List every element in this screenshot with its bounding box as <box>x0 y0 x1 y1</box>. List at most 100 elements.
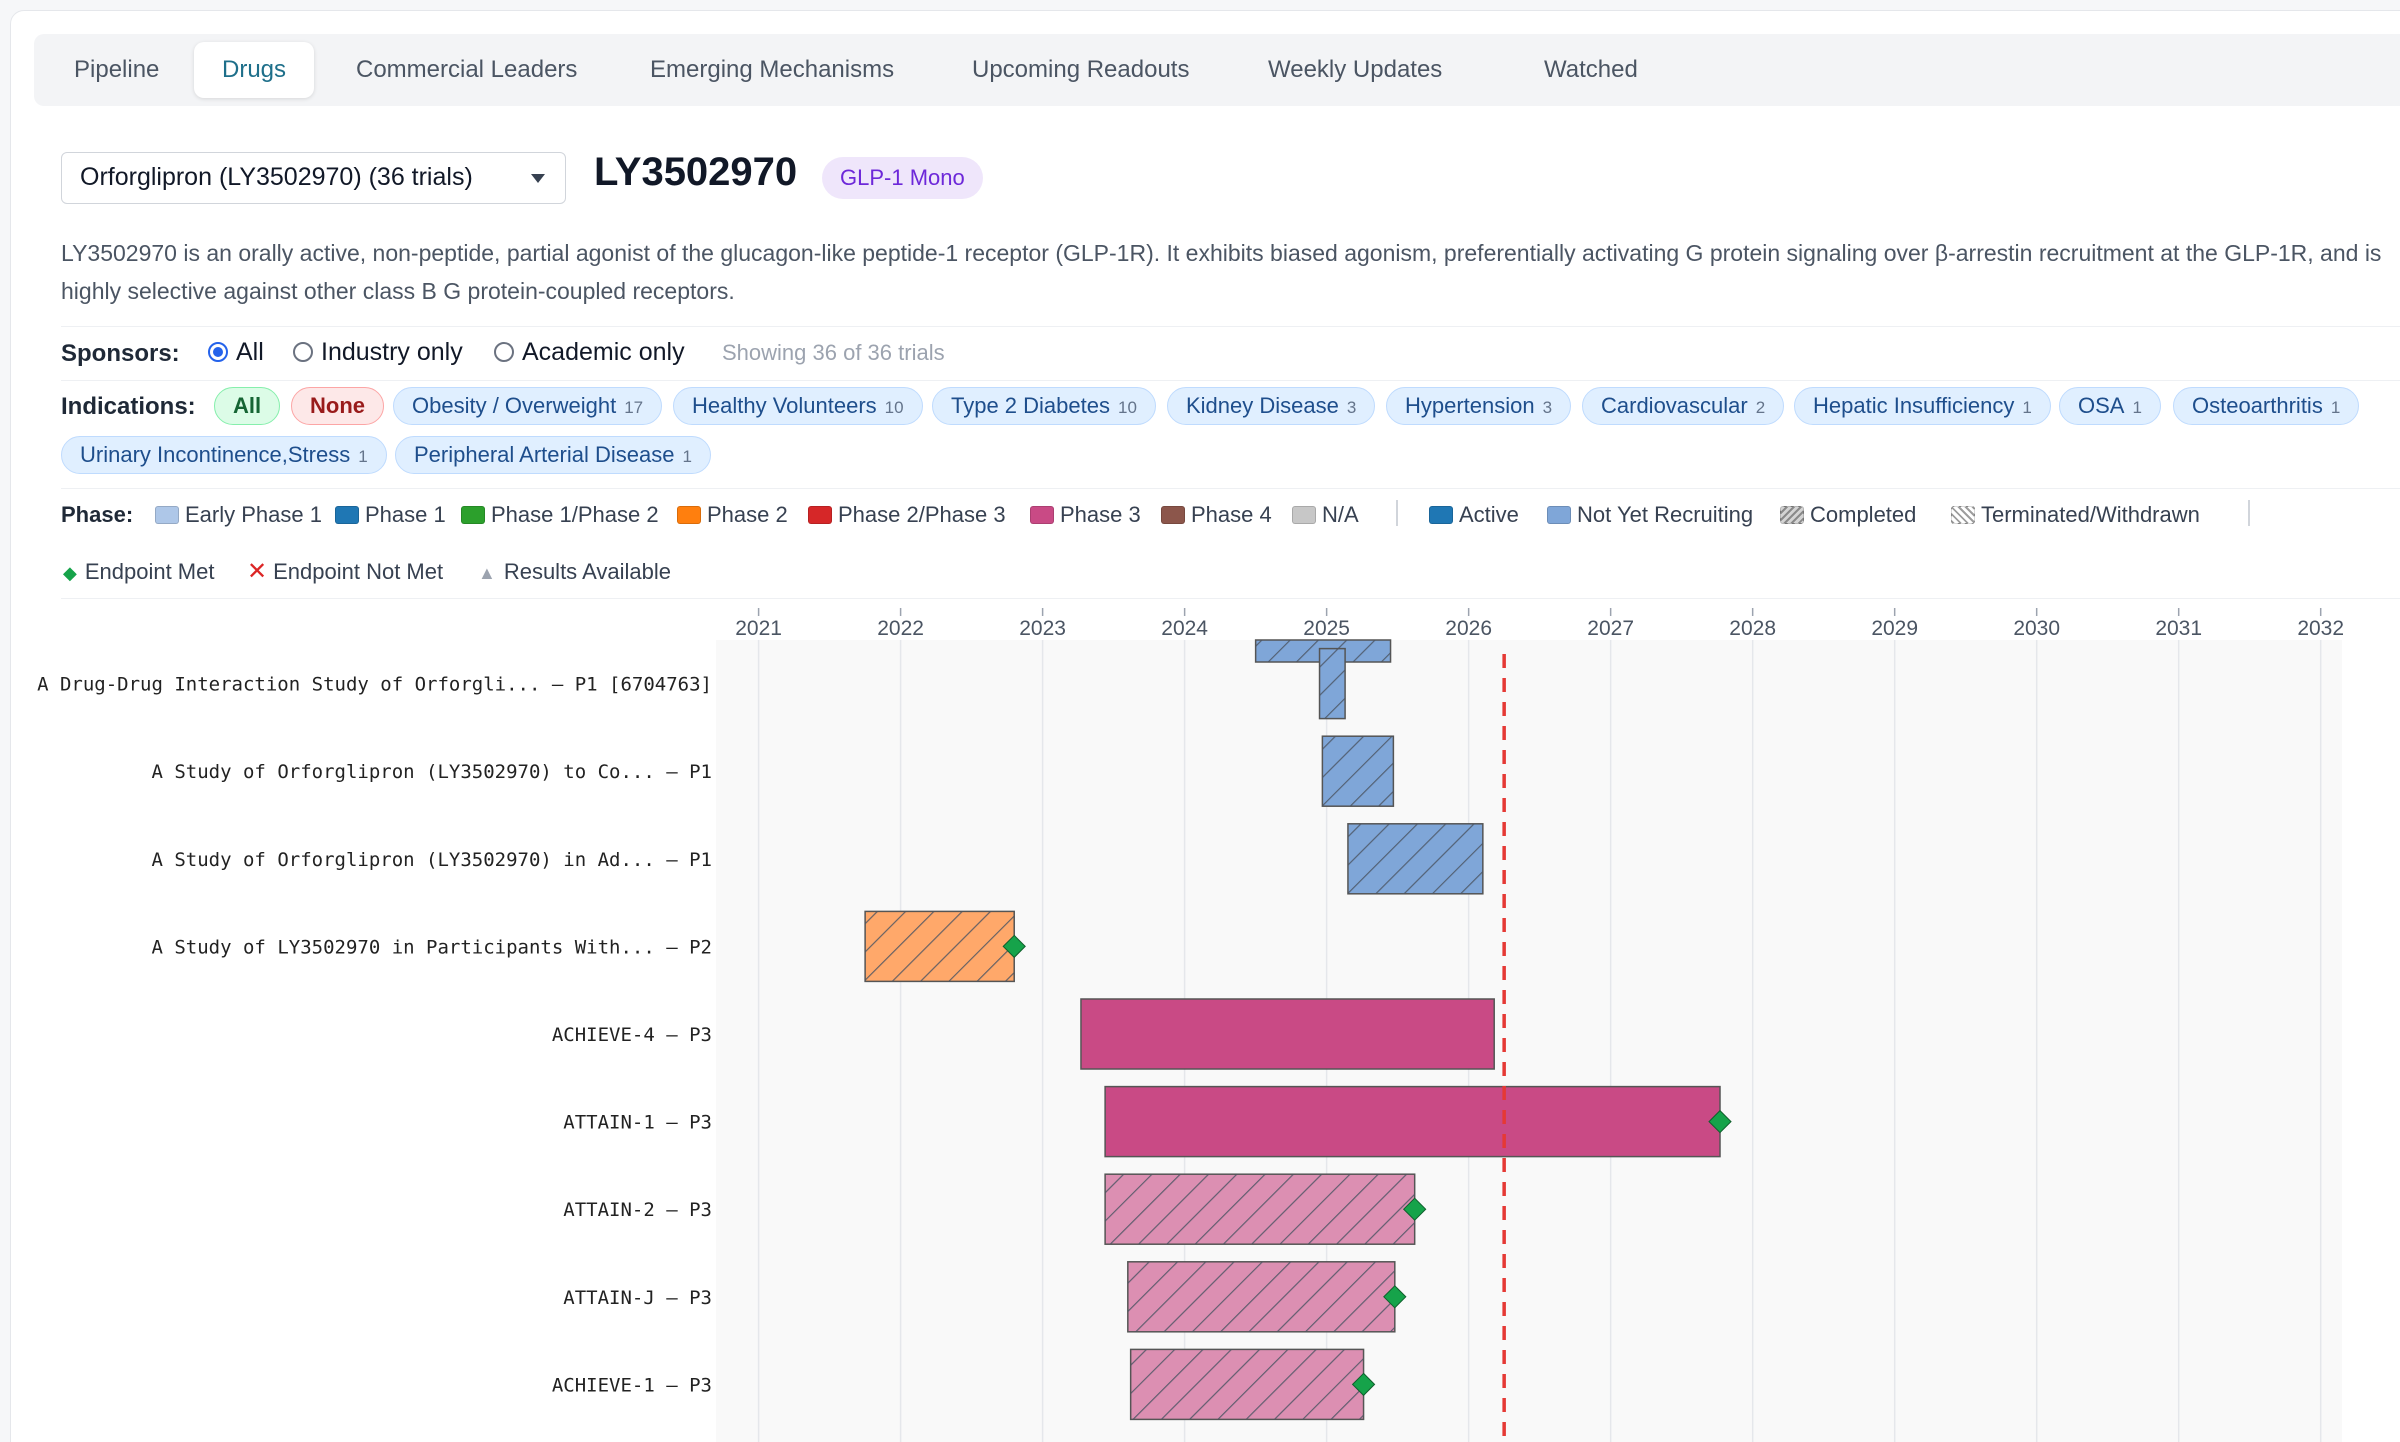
trial-label: ATTAIN-J — P3 <box>563 1287 712 1309</box>
divider <box>61 598 2400 599</box>
x-tick-label: 2026 <box>1445 617 1492 640</box>
endpoint-met-marker[interactable] <box>1002 934 1026 959</box>
sponsor-radio-industry[interactable]: Industry only <box>293 338 463 368</box>
indication-chip-all[interactable]: All <box>214 387 281 425</box>
endpoint-met-marker[interactable] <box>1351 1372 1376 1397</box>
x-tick-label: 2023 <box>1019 617 1066 640</box>
radio-icon <box>293 342 313 362</box>
legend-item-na: N/A <box>1292 502 1359 528</box>
legend-item-completed: Completed <box>1780 502 1916 528</box>
x-tick-label: 2028 <box>1729 617 1776 640</box>
legend-swatch <box>335 506 359 524</box>
triangle-icon: ▲ <box>478 563 496 583</box>
legend-swatch <box>1780 506 1804 524</box>
plot-area <box>716 640 2342 1442</box>
x-tick-label: 2032 <box>2297 617 2344 640</box>
legend-item-phase-1: Phase 1 <box>335 502 446 528</box>
legend-swatch <box>1161 506 1185 524</box>
sponsor-radio-academic[interactable]: Academic only <box>494 338 685 368</box>
tab-upcoming-readouts[interactable]: Upcoming Readouts <box>972 56 1190 83</box>
indication-chip-osa[interactable]: OSA 1 <box>2059 387 2161 425</box>
legend-swatch <box>1951 506 1975 524</box>
indication-chip-hepatic-insufficiency[interactable]: Hepatic Insufficiency 1 <box>1794 387 2051 425</box>
indication-chip-osteoarthritis[interactable]: Osteoarthritis 1 <box>2173 387 2360 425</box>
x-tick-label: 2024 <box>1161 617 1208 640</box>
tab-pipeline[interactable]: Pipeline <box>74 56 160 83</box>
tab-drugs[interactable]: Drugs <box>194 42 315 98</box>
endpoint-met-marker[interactable] <box>1402 1197 1427 1221</box>
trial-label: ACHIEVE-1 — P3 <box>552 1374 712 1396</box>
legend-item-endpoint-met: ◆ Endpoint Met <box>63 559 215 584</box>
endpoint-met-marker[interactable] <box>1708 1109 1732 1134</box>
trial-bar-hatch <box>1322 736 1394 807</box>
legend-item-phase-2-3: Phase 2/Phase 3 <box>808 502 1006 528</box>
legend-item-results-available: ▲ Results Available <box>478 559 671 584</box>
indication-chip-healthy-volunteers[interactable]: Healthy Volunteers 10 <box>673 387 923 425</box>
trial-label: ATTAIN-1 — P3 <box>563 1112 712 1134</box>
indication-chip-cardiovascular[interactable]: Cardiovascular 2 <box>1582 387 1785 425</box>
drug-title: LY3502970 <box>594 150 798 194</box>
x-tick-label: 2029 <box>1871 617 1918 640</box>
phase-legend-label: Phase: <box>61 502 134 527</box>
legend-item-active: Active <box>1429 502 1519 528</box>
tab-bar: Pipeline Drugs Commercial Leaders Emergi… <box>34 34 2400 106</box>
trial-label: A Study of Orforglipron (LY3502970) to C… <box>151 761 712 783</box>
indication-chip-type-2-diabetes[interactable]: Type 2 Diabetes 10 <box>932 387 1156 425</box>
legend-item-phase-3: Phase 3 <box>1030 502 1141 528</box>
x-tick-label: 2022 <box>877 617 924 640</box>
tab-watched[interactable]: Watched <box>1544 56 1638 83</box>
legend-swatch <box>808 506 832 524</box>
legend-swatch <box>1030 506 1054 524</box>
divider <box>61 380 2400 381</box>
legend-swatch <box>677 506 701 524</box>
tab-commercial-leaders[interactable]: Commercial Leaders <box>356 56 578 83</box>
legend-item-phase-1-2: Phase 1/Phase 2 <box>461 502 659 528</box>
drug-class-badge: GLP-1 Mono <box>822 157 983 199</box>
divider <box>61 326 2400 327</box>
legend-swatch <box>1429 506 1453 524</box>
legend-swatch <box>461 506 485 524</box>
trial-bar-hatch <box>1127 1261 1395 1332</box>
trial-label: ACHIEVE-4 — P3 <box>552 1024 712 1046</box>
chevron-down-icon <box>531 174 545 183</box>
trial-label: A Study of LY3502970 in Participants Wit… <box>151 936 712 958</box>
legend-item-phase-2: Phase 2 <box>677 502 788 528</box>
legend-item-phase-4: Phase 4 <box>1161 502 1272 528</box>
tab-weekly-updates[interactable]: Weekly Updates <box>1268 56 1443 83</box>
legend-swatch <box>155 506 179 524</box>
x-tick-label: 2027 <box>1587 617 1634 640</box>
x-tick-label: 2031 <box>2155 617 2202 640</box>
x-tick-label: 2025 <box>1303 617 1350 640</box>
indication-chip-none[interactable]: None <box>291 387 384 425</box>
indications-label: Indications: <box>61 393 196 420</box>
trial-timeline-chart: 2021 2022 2023 2024 2025 2026 2027 2028 2029 2030… <box>37 608 2344 1442</box>
x-mark-icon: ✕ <box>247 558 268 585</box>
drug-select-value: Orforglipron (LY3502970) (36 trials) <box>80 163 473 191</box>
endpoint-met-marker[interactable] <box>1383 1285 1407 1309</box>
trial-bar-hatch <box>865 911 1015 982</box>
indication-chip-kidney-disease[interactable]: Kidney Disease 3 <box>1167 387 1376 425</box>
diamond-icon: ◆ <box>63 563 77 583</box>
legend-item-endpoint-not-met: ✕ Endpoint Not Met <box>247 558 444 585</box>
trial-label: A Drug-Drug Interaction Study of Orforgl… <box>37 674 712 696</box>
trial-count-text: Showing 36 of 36 trials <box>722 340 945 365</box>
sponsors-label: Sponsors: <box>61 340 180 367</box>
indication-chip-hypertension[interactable]: Hypertension 3 <box>1386 387 1572 425</box>
trial-bar-hatch <box>1347 823 1483 894</box>
radio-selected-icon <box>208 342 228 362</box>
legend-item-not-yet-recruiting: Not Yet Recruiting <box>1547 502 1753 528</box>
trial-bar[interactable] <box>1080 998 1495 1070</box>
trial-bar-hatch <box>1319 648 1346 719</box>
trial-bar-hatch <box>1105 1174 1415 1245</box>
legend-item-early-phase-1: Early Phase 1 <box>155 502 322 528</box>
indication-chip-obesity[interactable]: Obesity / Overweight 17 <box>393 387 663 425</box>
drug-select[interactable]: Orforglipron (LY3502970) (36 trials) <box>61 152 566 204</box>
trial-label: A Study of Orforglipron (LY3502970) in A… <box>151 849 712 871</box>
indication-chip-peripheral-arterial-disease[interactable]: Peripheral Arterial Disease 1 <box>395 436 711 474</box>
indication-chip-urinary-incontinence[interactable]: Urinary Incontinence,Stress 1 <box>61 436 387 474</box>
sponsor-radio-all[interactable]: All <box>208 338 264 368</box>
drug-description: LY3502970 is an orally active, non-pepti… <box>61 240 2382 304</box>
tab-emerging-mechanisms[interactable]: Emerging Mechanisms <box>650 56 895 83</box>
legend-swatch <box>1547 506 1571 524</box>
trial-bar[interactable] <box>1104 1085 1721 1158</box>
